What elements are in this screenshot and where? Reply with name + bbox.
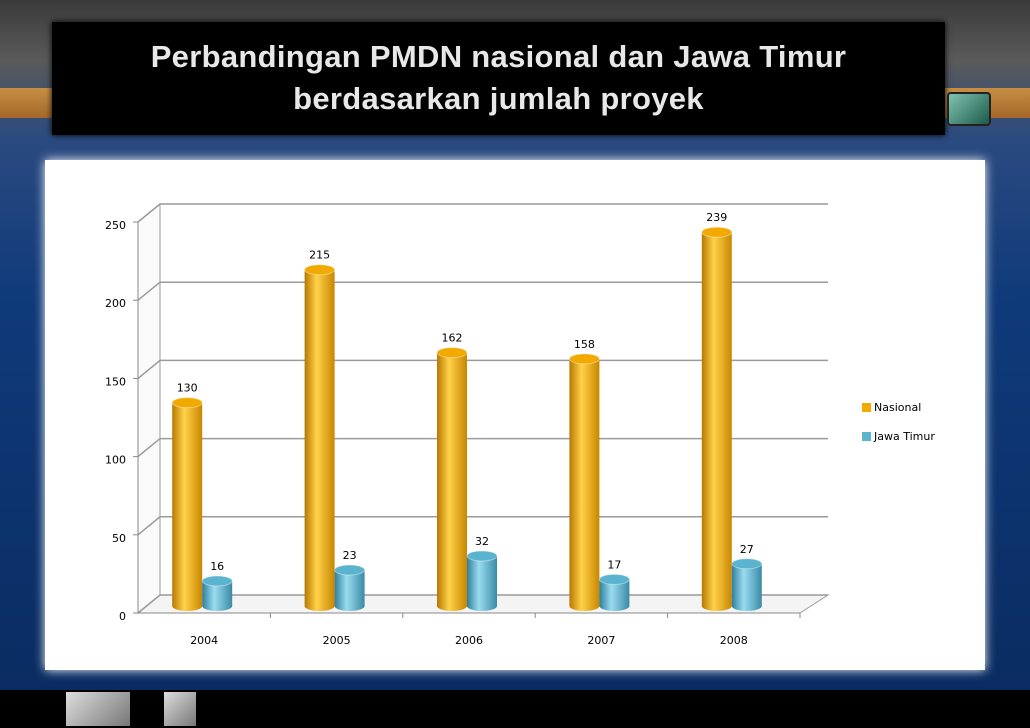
grid-line: [137, 359, 828, 379]
bar-top: [598, 573, 630, 585]
bar: [701, 227, 732, 612]
value-label: 239: [706, 211, 727, 224]
grid-line: [137, 516, 828, 536]
y-tick-label: 250: [105, 219, 126, 232]
bar-top: [334, 564, 366, 576]
y-tick-label: 50: [112, 532, 126, 545]
value-label: 158: [574, 338, 595, 351]
thumbnail: [66, 692, 130, 726]
bar: [437, 347, 467, 611]
bar-top: [701, 226, 733, 238]
value-label: 27: [740, 543, 754, 556]
legend-label: Nasional: [874, 401, 921, 414]
bar: [569, 353, 600, 611]
bar: [304, 264, 335, 611]
side-wall: [137, 202, 161, 615]
grid-line: [137, 203, 828, 223]
x-tick-label: 2008: [720, 634, 748, 647]
bar: [467, 550, 497, 611]
bar: [334, 565, 365, 611]
bar-top: [436, 347, 468, 359]
x-tick-label: 2005: [323, 634, 351, 647]
value-label: 23: [343, 549, 357, 562]
bar-top: [466, 550, 498, 562]
x-tick-label: 2006: [455, 634, 483, 647]
bar-top: [201, 575, 233, 587]
value-label: 17: [607, 558, 621, 571]
x-tick-label: 2007: [587, 634, 615, 647]
bar: [172, 397, 203, 611]
x-tick-label: 2004: [190, 634, 218, 647]
value-label: 32: [475, 535, 489, 548]
value-label: 215: [309, 249, 330, 262]
bar: [731, 558, 762, 611]
chart-title: Perbandingan PMDN nasional dan Jawa Timu…: [150, 39, 847, 116]
icon: [947, 92, 991, 126]
bar-top: [304, 264, 336, 276]
bar-top: [568, 353, 600, 365]
legend-swatch: [862, 432, 871, 441]
title-box: Perbandingan PMDN nasional dan Jawa Timu…: [52, 22, 945, 135]
y-tick-label: 200: [105, 297, 126, 310]
y-tick-label: 150: [105, 375, 126, 388]
legend-swatch: [862, 403, 871, 412]
bar-top: [731, 558, 763, 570]
value-label: 162: [442, 332, 463, 345]
bar-top: [171, 397, 203, 409]
legend-label: Jawa Timur: [873, 430, 935, 443]
y-tick-label: 100: [105, 454, 126, 467]
value-label: 130: [177, 382, 198, 395]
grid-line: [137, 281, 828, 301]
value-label: 16: [210, 560, 224, 573]
y-tick-label: 0: [119, 610, 126, 623]
thumbnail: [164, 692, 196, 726]
grid-line: [137, 437, 828, 458]
